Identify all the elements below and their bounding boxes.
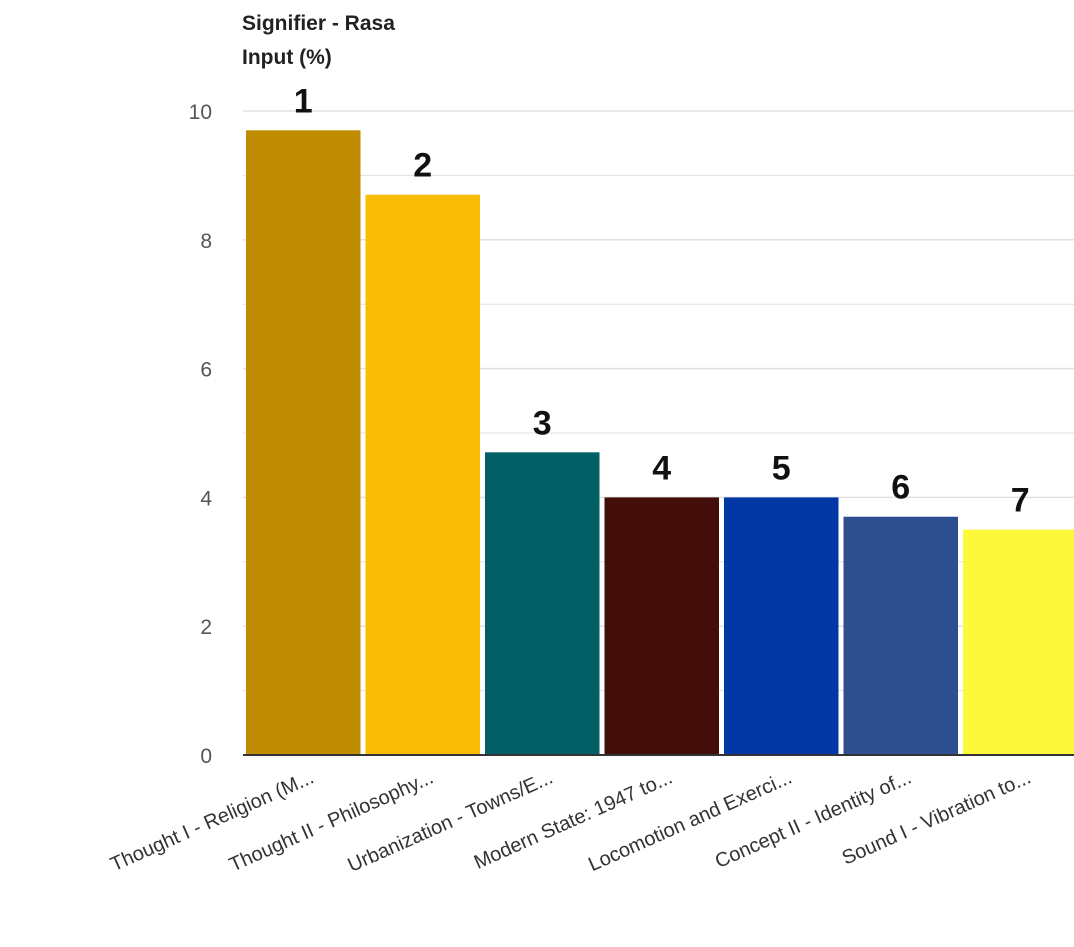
- rank-label: 6: [891, 469, 910, 507]
- y-tick-label: 4: [200, 487, 212, 510]
- x-tick-label: Thought II - Philosophy...: [226, 766, 437, 876]
- rank-label: 4: [652, 449, 671, 487]
- bar[interactable]: [963, 529, 1074, 755]
- x-tick-label: Locomotion and Exerci...: [585, 766, 795, 876]
- rank-label: 1: [294, 82, 313, 120]
- rank-label: 7: [1011, 482, 1030, 520]
- y-tick-label: 8: [200, 230, 212, 253]
- x-tick-label: Urbanization - Towns/E...: [345, 766, 557, 876]
- y-tick-label: 6: [200, 359, 212, 382]
- rank-label: 3: [533, 404, 552, 442]
- y-axis-ticks: 0 2 4 6 8 10: [189, 101, 213, 768]
- x-tick-label: Modern State: 1947 to...: [471, 766, 676, 873]
- bar[interactable]: [485, 452, 600, 755]
- x-tick-label: Thought I - Religion (M...: [107, 766, 317, 876]
- x-axis-ticks: Thought I - Religion (M...Thought II - P…: [107, 766, 1034, 876]
- y-tick-label: 2: [200, 616, 212, 639]
- y-tick-label: 10: [189, 101, 212, 124]
- chart-title: Signifier - Rasa: [242, 12, 395, 35]
- bar[interactable]: [604, 497, 720, 755]
- y-tick-label: 0: [200, 745, 212, 768]
- bar[interactable]: [365, 194, 481, 756]
- rank-label: 5: [772, 449, 791, 487]
- x-tick-label: Sound I - Vibration to...: [839, 766, 1034, 869]
- bar[interactable]: [724, 497, 839, 755]
- bar[interactable]: [843, 516, 959, 755]
- rank-label: 2: [413, 147, 432, 185]
- y-axis-label: Input (%): [242, 46, 332, 69]
- x-tick-label: Concept II - Identity of...: [712, 766, 915, 872]
- bars: [246, 130, 1074, 756]
- rank-labels: 1 2 3 4 5 6 7: [294, 82, 1030, 519]
- bar[interactable]: [246, 130, 361, 755]
